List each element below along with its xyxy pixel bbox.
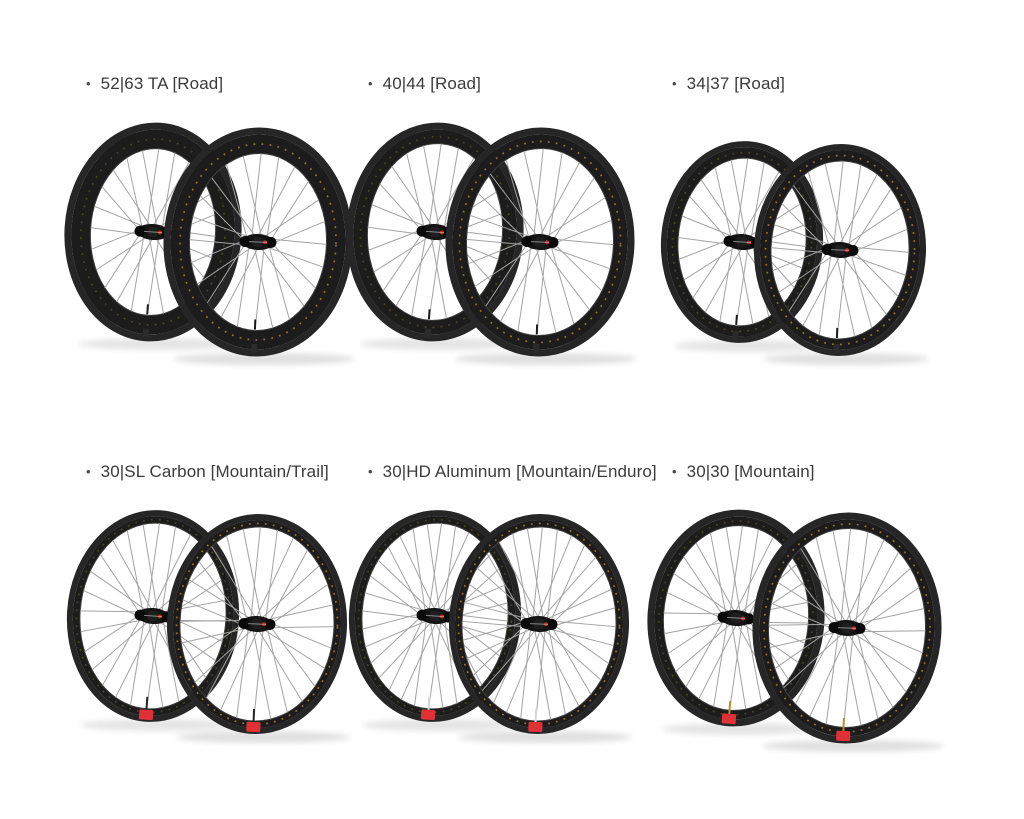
product-label-text: 30|SL Carbon [Mountain/Trail] (100, 462, 329, 481)
product-label-text: 30|HD Aluminum [Mountain/Enduro] (382, 462, 657, 481)
product-label: • 40|44 [Road] (368, 74, 660, 98)
wheelset-image (64, 122, 355, 365)
wheelset-image (66, 510, 350, 743)
product-label: • 30|HD Aluminum [Mountain/Enduro] (368, 462, 660, 486)
product-label: • 30|SL Carbon [Mountain/Trail] (86, 462, 378, 486)
product-item: • 30|SL Carbon [Mountain/Trail] (58, 462, 378, 765)
bullet-icon: • (368, 76, 373, 91)
bullet-icon: • (672, 76, 677, 91)
bullet-icon: • (672, 464, 677, 479)
wheelset-image (647, 509, 944, 752)
product-label-text: 30|30 [Mountain] (686, 462, 815, 481)
product-label: • 34|37 [Road] (672, 74, 964, 98)
wheelset-image (346, 122, 637, 365)
product-label-text: 34|37 [Road] (686, 74, 785, 93)
product-item: • 30|30 [Mountain] (644, 462, 964, 765)
product-label: • 30|30 [Mountain] (672, 462, 964, 486)
product-item: • 30|HD Aluminum [Mountain/Enduro] (340, 462, 660, 765)
product-label-text: 52|63 TA [Road] (100, 74, 224, 93)
product-item: • 40|44 [Road] (340, 74, 660, 377)
product-label: • 52|63 TA [Road] (86, 74, 378, 98)
wheelset-image (348, 510, 632, 743)
bullet-icon: • (86, 76, 91, 91)
product-item: • 52|63 TA [Road] (58, 74, 378, 377)
wheelset-image (660, 141, 929, 365)
product-item: • 34|37 [Road] (644, 74, 964, 377)
bullet-icon: • (368, 464, 373, 479)
bullet-icon: • (86, 464, 91, 479)
product-label-text: 40|44 [Road] (382, 74, 481, 93)
